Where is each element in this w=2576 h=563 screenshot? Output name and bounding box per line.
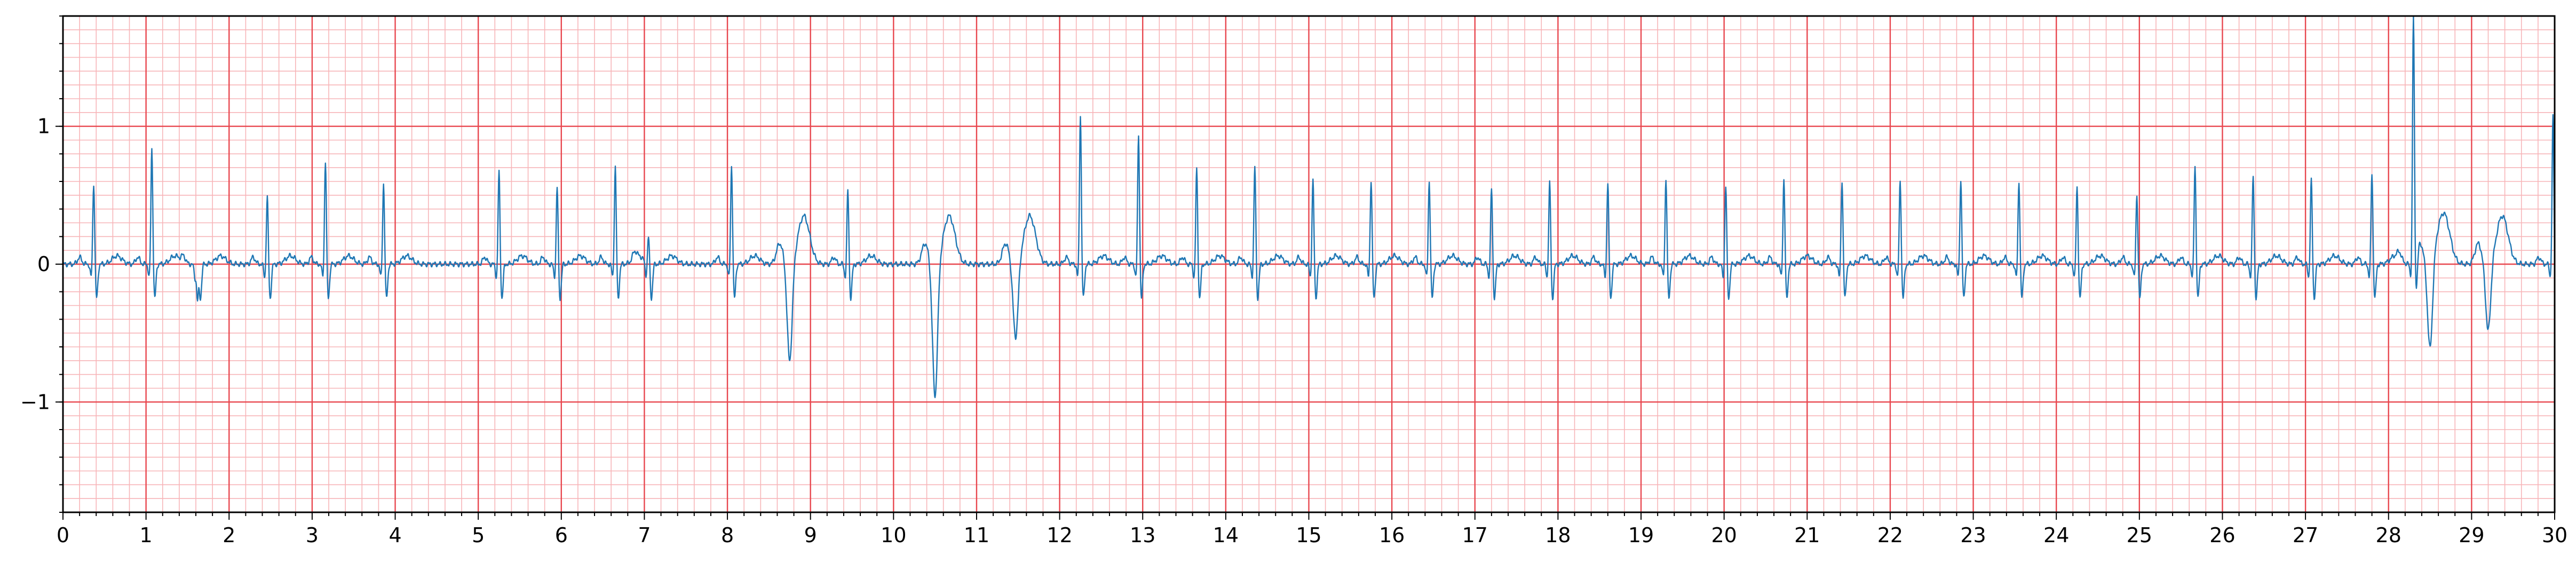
x-tick-label: 24 — [2043, 524, 2069, 547]
x-tick-label: 17 — [1462, 524, 1488, 547]
y-tick-label: −1 — [20, 390, 50, 414]
x-tick-label: 9 — [804, 524, 817, 547]
x-tick-label: 16 — [1379, 524, 1405, 547]
x-tick-label: 11 — [964, 524, 989, 547]
ecg-series-line — [62, 15, 2556, 399]
y-axis: −1 0 1 — [20, 15, 63, 513]
ecg-signal-layer — [62, 15, 2556, 399]
x-tick-label: 25 — [2127, 524, 2152, 547]
x-tick-label: 6 — [555, 524, 568, 547]
x-tick-label: 3 — [306, 524, 319, 547]
x-tick-label: 27 — [2293, 524, 2318, 547]
x-tick-label: 10 — [881, 524, 906, 547]
x-tick-label: 23 — [1960, 524, 1986, 547]
x-tick-label: 4 — [389, 524, 401, 547]
x-tick-label: 12 — [1047, 524, 1072, 547]
x-tick-label: 29 — [2459, 524, 2484, 547]
x-tick-label: 21 — [1794, 524, 1820, 547]
x-tick-label: 18 — [1545, 524, 1571, 547]
y-tick-label: 0 — [37, 252, 50, 276]
x-tick-label: 7 — [638, 524, 651, 547]
x-axis: 0 1 2 3 4 5 6 7 8 9 10 11 12 13 14 15 16 17 18 19 20 21 22 23 24… — [57, 512, 2567, 547]
x-tick-label: 26 — [2209, 524, 2235, 547]
x-tick-label: 20 — [1711, 524, 1737, 547]
x-tick-label: 2 — [223, 524, 235, 547]
x-tick-label: 8 — [721, 524, 734, 547]
x-tick-label: 15 — [1296, 524, 1321, 547]
x-tick-label: 14 — [1213, 524, 1239, 547]
x-tick-label: 22 — [1877, 524, 1903, 547]
x-tick-label: 13 — [1130, 524, 1155, 547]
x-tick-label: 1 — [140, 524, 153, 547]
x-tick-label: 28 — [2376, 524, 2401, 547]
x-tick-label: 5 — [472, 524, 485, 547]
x-tick-label: 30 — [2542, 524, 2567, 547]
x-tick-label: 19 — [1628, 524, 1654, 547]
y-tick-label: 1 — [37, 115, 50, 138]
x-tick-label: 0 — [57, 524, 69, 547]
